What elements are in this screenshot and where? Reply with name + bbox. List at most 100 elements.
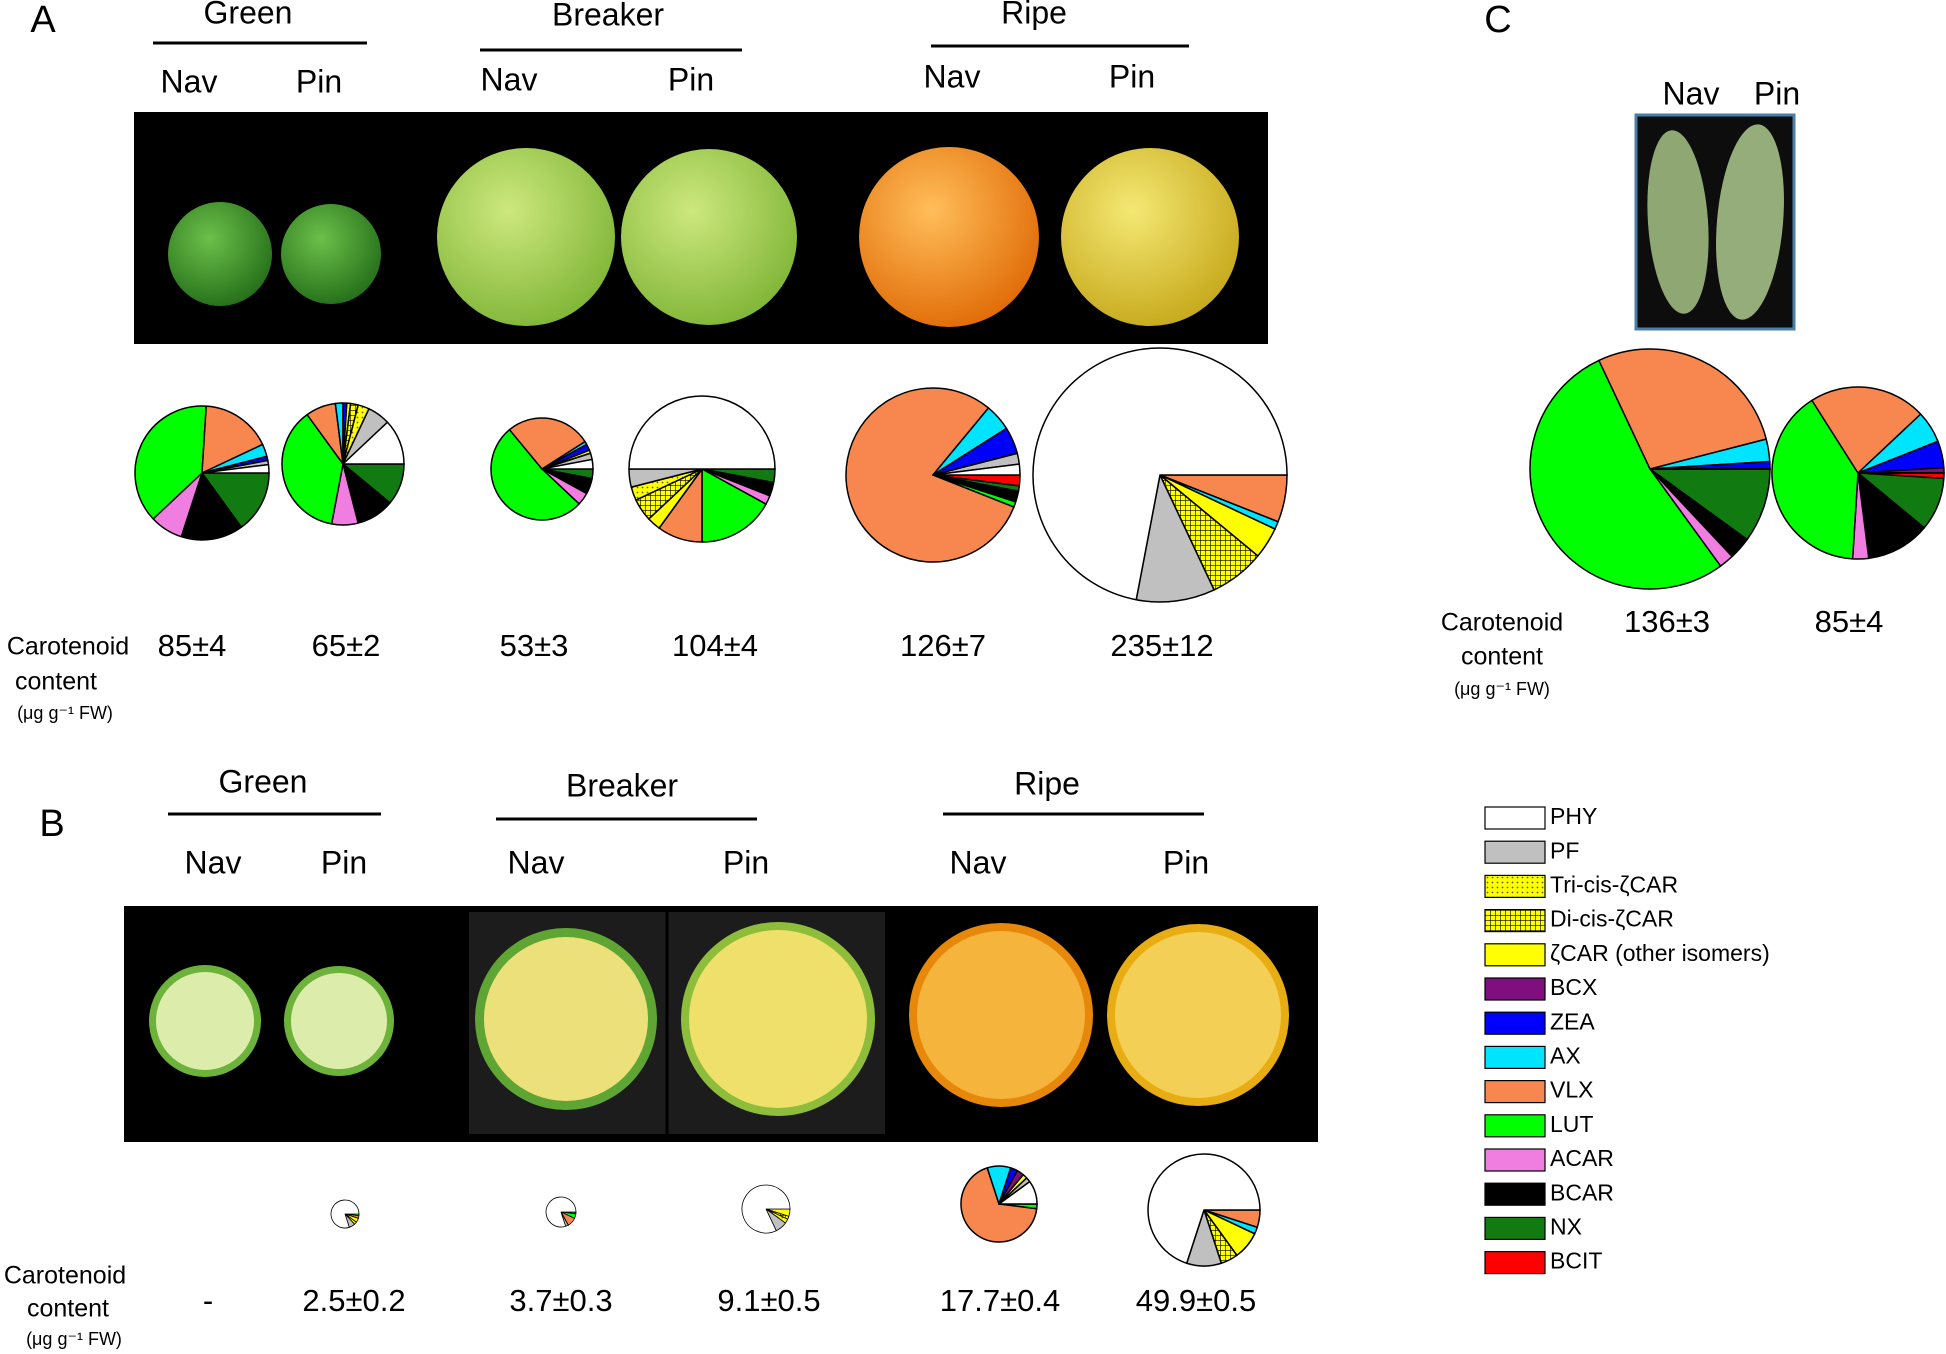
pie-slice	[845, 387, 1015, 563]
pie-slice	[342, 421, 405, 465]
pie-slice	[281, 413, 344, 525]
pie-slice	[508, 417, 586, 470]
pie-slice	[1857, 472, 1926, 560]
pie-slice	[1032, 347, 1288, 601]
variety-label: Pin	[1109, 58, 1155, 94]
pie-slice	[541, 458, 594, 470]
legend-swatch	[1484, 1148, 1546, 1172]
legend-swatch	[1484, 840, 1546, 864]
content-unit: (μg g⁻¹ FW)	[1454, 679, 1550, 699]
fruit-photo	[134, 112, 1268, 344]
pie-slice	[960, 1167, 1038, 1243]
content-value: 9.1±0.5	[717, 1283, 820, 1318]
variety-label: Nav	[161, 63, 218, 99]
legend-swatch	[1484, 1182, 1546, 1206]
leaf-photo	[1634, 113, 1796, 331]
stage-label: Green	[204, 0, 293, 30]
content-value: 126±7	[900, 628, 986, 663]
content-label: Carotenoid	[1441, 609, 1563, 637]
variety-label: Nav	[185, 844, 242, 880]
legend-label: BCX	[1550, 974, 1597, 1000]
content-value: -	[203, 1283, 213, 1318]
variety-label: Nav	[950, 844, 1007, 880]
pie-slice	[998, 1180, 1038, 1205]
pie-slice	[628, 395, 776, 470]
pie-slice	[741, 1184, 791, 1234]
pie-slice	[1135, 474, 1215, 603]
pie-slice	[201, 463, 270, 474]
legend-label: VLX	[1550, 1077, 1593, 1103]
variety-label: Pin	[668, 61, 714, 97]
legend-label: Tri-cis-ζCAR	[1550, 871, 1678, 897]
legend-swatch	[1484, 943, 1546, 967]
pie-slice	[134, 405, 207, 520]
slice-photo	[124, 906, 1318, 1142]
legend-swatch	[1484, 977, 1546, 1001]
legend-label: ZEA	[1550, 1008, 1595, 1034]
content-value: 2.5±0.2	[302, 1283, 405, 1318]
legend-label: LUT	[1550, 1111, 1593, 1137]
legend-swatch	[1484, 1216, 1546, 1241]
variety-label: Pin	[296, 63, 342, 99]
pie-slice	[545, 1196, 577, 1228]
content-label: Carotenoid	[4, 1262, 126, 1290]
legend-label: BCAR	[1550, 1179, 1614, 1205]
panel-label: C	[1484, 0, 1511, 41]
content-value: 104±4	[672, 628, 758, 663]
legend-label: ζCAR (other isomers)	[1550, 940, 1770, 966]
content-unit: (μg g⁻¹ FW)	[17, 703, 113, 723]
variety-label: Nav	[924, 58, 981, 94]
stage-label: Breaker	[566, 767, 678, 803]
content-value: 65±2	[312, 628, 381, 663]
pie-slice	[330, 1199, 360, 1229]
legend-swatch	[1484, 1011, 1546, 1035]
legend-swatch	[1484, 1250, 1546, 1275]
legend-label: ACAR	[1550, 1145, 1614, 1171]
content-value: 17.7±0.4	[940, 1283, 1060, 1318]
pie-slice	[490, 428, 580, 521]
stage-label: Ripe	[1001, 0, 1067, 30]
pie-slice	[932, 463, 1021, 476]
pie-slice	[1811, 386, 1922, 474]
legend-label: BCIT	[1550, 1248, 1602, 1274]
legend-label: Di-cis-ζCAR	[1550, 906, 1674, 932]
legend-swatch	[1484, 1079, 1546, 1104]
content-label: content	[27, 1295, 109, 1323]
pie-slice	[201, 405, 264, 474]
variety-label: Pin	[1754, 75, 1800, 111]
content-label: Carotenoid	[7, 633, 129, 661]
panel-label: A	[30, 0, 56, 41]
pie-slice	[1529, 359, 1722, 590]
content-label: content	[15, 668, 97, 696]
legend-label: AX	[1550, 1042, 1581, 1068]
variety-label: Nav	[481, 61, 538, 97]
variety-label: Pin	[723, 844, 769, 880]
legend-label: PF	[1550, 837, 1579, 863]
content-value: 3.7±0.3	[509, 1283, 612, 1318]
pie-slice	[1147, 1153, 1261, 1265]
panel-label: B	[39, 803, 64, 845]
stage-label: Breaker	[552, 0, 664, 32]
legend-swatch	[1484, 1114, 1546, 1138]
pie-slice	[1598, 348, 1767, 470]
variety-label: Nav	[1663, 75, 1720, 111]
legend-label: PHY	[1550, 803, 1597, 829]
content-value: 85±4	[158, 628, 227, 663]
variety-label: Nav	[508, 844, 565, 880]
pie-slice	[1649, 468, 1771, 541]
legend-swatch	[1484, 874, 1546, 899]
content-value: 53±3	[500, 628, 569, 663]
stage-label: Ripe	[1014, 765, 1080, 801]
content-value: 85±4	[1815, 604, 1884, 639]
pie-slice	[180, 472, 243, 541]
legend-label: NX	[1550, 1213, 1582, 1239]
content-value: 235±12	[1110, 628, 1213, 663]
pie-slice	[201, 472, 270, 528]
pie-slice	[701, 468, 767, 543]
variety-label: Pin	[321, 844, 367, 880]
legend-swatch	[1484, 806, 1546, 830]
stage-label: Green	[219, 763, 308, 799]
content-value: 49.9±0.5	[1136, 1283, 1256, 1318]
